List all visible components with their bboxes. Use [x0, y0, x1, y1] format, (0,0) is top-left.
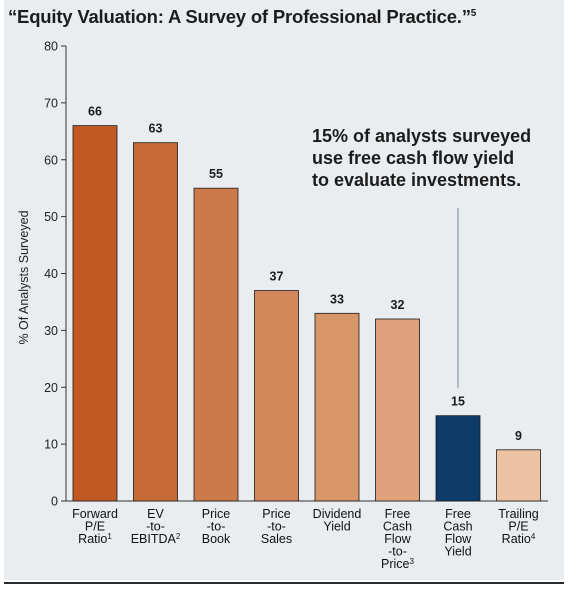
- bar: [72, 125, 118, 502]
- y-tick-label: 80: [44, 40, 58, 54]
- y-tick-label: 40: [44, 267, 58, 281]
- bar-value-label: 63: [149, 122, 163, 136]
- y-tick-label: 30: [44, 324, 58, 338]
- y-tick-label: 70: [44, 96, 58, 110]
- bar-value-label: 55: [209, 167, 223, 181]
- x-category-label: Free Cash Flow -to-Price3: [381, 507, 414, 571]
- x-category-label: Trailing P/E Ratio4: [498, 507, 539, 546]
- bar-value-label: 37: [270, 270, 284, 284]
- bar-value-label: 66: [88, 105, 102, 119]
- bar: [496, 449, 541, 502]
- bar: [314, 312, 360, 502]
- x-category-label: Dividend Yield: [313, 507, 362, 534]
- chart-title: “Equity Valuation: A Survey of Professio…: [8, 6, 477, 27]
- x-category-label: EV -to-EBITDA2: [131, 507, 181, 546]
- bar-value-label: 15: [451, 395, 465, 409]
- x-category-label: Free Cash Flow Yield: [443, 507, 472, 559]
- bar-value-label: 32: [391, 298, 405, 312]
- bar-value-label: 9: [515, 429, 522, 443]
- y-axis-label: % Of Analysts Surveyed: [17, 210, 31, 344]
- y-tick-label: 10: [44, 438, 58, 452]
- bottom-rule: [4, 582, 564, 584]
- y-tick-label: 20: [44, 381, 58, 395]
- x-category-label: Price -to-Sales: [261, 507, 292, 546]
- annotation-text: 15% of analysts surveyed use free cash fl…: [312, 126, 531, 190]
- y-tick-label: 50: [44, 210, 58, 224]
- x-category-label: Price -to-Book: [202, 507, 231, 546]
- y-tick-label: 60: [44, 153, 58, 167]
- bar-value-label: 33: [330, 292, 344, 306]
- bar: [254, 290, 299, 502]
- bar: [193, 187, 239, 502]
- y-tick-label: 0: [51, 495, 58, 509]
- x-category-label: Forward P/E Ratio1: [72, 507, 118, 546]
- bar: [375, 318, 420, 502]
- bar: [133, 142, 178, 502]
- bar: [435, 415, 481, 502]
